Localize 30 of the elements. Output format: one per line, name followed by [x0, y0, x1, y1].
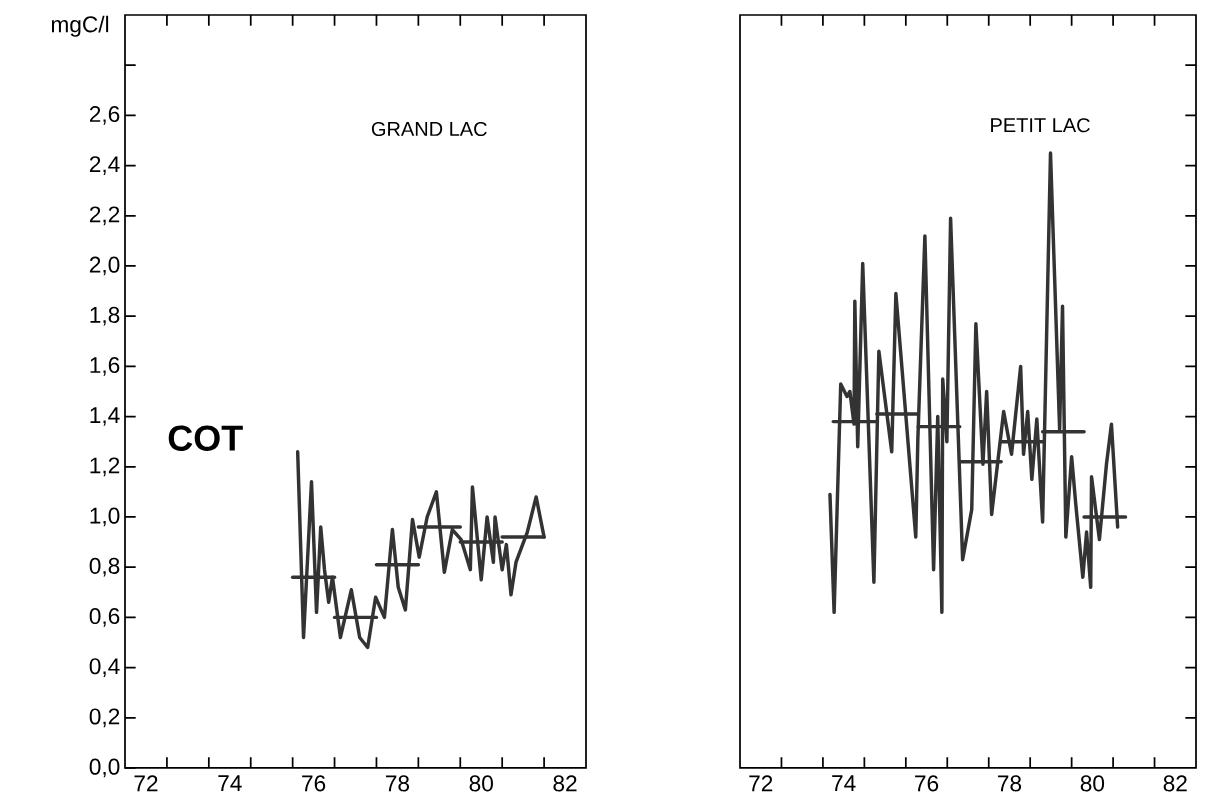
x-tick-label: 78: [385, 775, 410, 792]
y-tick-label: 2,4: [89, 156, 120, 175]
y-tick-label: 1,0: [90, 507, 120, 527]
y-tick-label: 1,8: [90, 306, 120, 326]
annotation: COT: [168, 425, 243, 451]
x-tick-label: 74: [832, 775, 856, 791]
x-tick-label: 82: [553, 775, 577, 792]
y-tick-label: 2,0: [89, 256, 120, 276]
x-tick-label: 76: [915, 775, 939, 792]
x-tick-label: 82: [1163, 775, 1187, 792]
y-tick-label: 0,8: [89, 557, 120, 577]
y-tick-label: 2,6: [89, 106, 120, 125]
text: GRAND LAC: [371, 121, 487, 137]
y-tick-label: 0,0: [89, 758, 120, 778]
y-tick-label: 1,2: [90, 457, 120, 477]
text: PETIT LAC: [991, 118, 1090, 133]
y-tick-label: 1,4: [90, 407, 120, 426]
y-tick-label: 0,6: [89, 608, 120, 627]
x-tick-label: 72: [749, 775, 773, 792]
y-tick-label: 1,6: [90, 357, 120, 376]
x-tick-label: 76: [302, 775, 326, 792]
x-tick-label: 74: [218, 775, 242, 791]
y-axis-title: mgC/l: [51, 15, 109, 37]
x-tick-label: 80: [1080, 775, 1105, 792]
x-tick-label: 72: [134, 775, 158, 792]
x-tick-label: 78: [998, 775, 1022, 792]
x-tick-label: 80: [469, 775, 493, 792]
y-tick-label: 0,4: [89, 658, 120, 677]
y-tick-label: 0,2: [89, 708, 120, 728]
y-tick-label: 2,2: [89, 206, 120, 226]
